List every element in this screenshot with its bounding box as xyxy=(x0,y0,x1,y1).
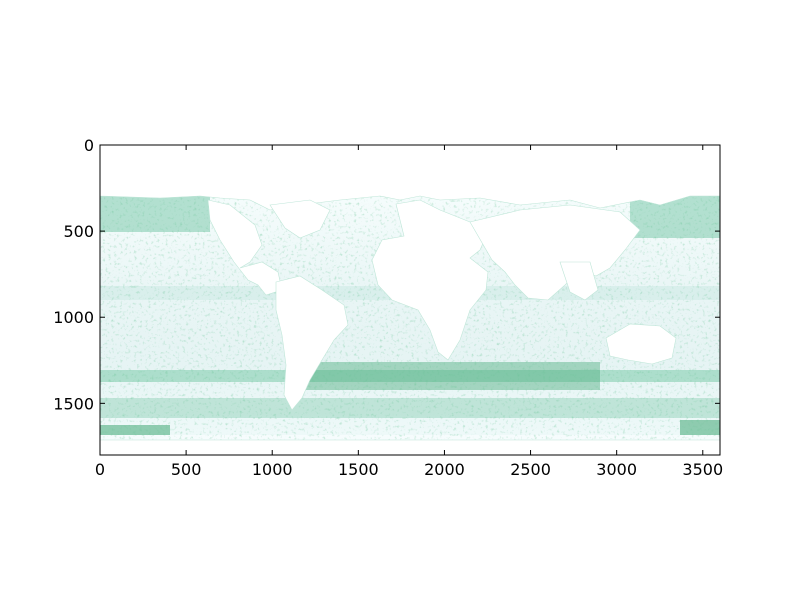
y-tick-label: 500 xyxy=(63,222,94,241)
y-tick-label: 1000 xyxy=(53,308,94,327)
y-axis-ticks: 0 500 1000 1500 xyxy=(53,136,720,413)
x-tick-label: 1000 xyxy=(252,460,293,479)
x-axis-ticks: 0 500 1000 1500 2000 2500 3000 3500 xyxy=(95,145,723,479)
plot-frame xyxy=(99,144,721,456)
x-tick-label: 2000 xyxy=(424,460,465,479)
y-tick-label: 1500 xyxy=(53,394,94,413)
x-tick-label: 500 xyxy=(171,460,202,479)
x-tick-label: 2500 xyxy=(510,460,551,479)
x-tick-label: 1500 xyxy=(338,460,379,479)
land-mask xyxy=(100,145,720,455)
x-tick-label: 0 xyxy=(95,460,105,479)
heatmap-image xyxy=(100,145,720,455)
y-tick-label: 0 xyxy=(84,136,94,155)
x-tick-label: 3500 xyxy=(682,460,723,479)
x-tick-label: 3000 xyxy=(596,460,637,479)
